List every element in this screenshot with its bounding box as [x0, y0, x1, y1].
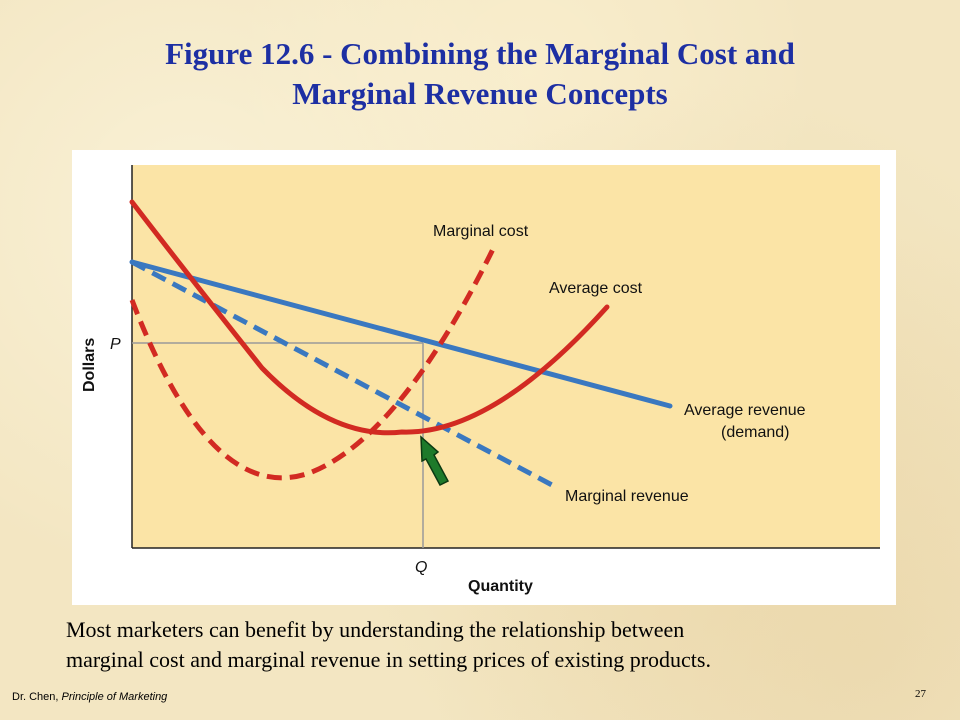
caption-line-2: marginal cost and marginal revenue in se…: [66, 647, 711, 672]
slide-title: Figure 12.6 - Combining the Marginal Cos…: [0, 34, 960, 114]
figure-panel: Marginal cost Average cost Average reven…: [72, 150, 896, 605]
up-left-arrow-icon: [420, 435, 450, 486]
footer-credit: Dr. Chen, Principle of Marketing: [12, 691, 167, 703]
footer-author: Dr. Chen,: [12, 691, 62, 703]
average-revenue-label-line-1: Average revenue: [684, 402, 806, 419]
y-axis-title: Dollars: [81, 338, 98, 392]
x-axis-title: Quantity: [468, 578, 533, 595]
average-revenue-label-line-2: (demand): [721, 424, 789, 441]
average-revenue-curve: [129, 259, 673, 409]
slide-title-line-2: Marginal Revenue Concepts: [292, 76, 668, 111]
price-marker-label: P: [110, 336, 121, 353]
marginal-revenue-label: Marginal revenue: [565, 488, 689, 505]
average-cost-label: Average cost: [549, 280, 643, 297]
page-number: 27: [915, 688, 926, 700]
slide-title-line-1: Figure 12.6 - Combining the Marginal Cos…: [165, 36, 795, 71]
marginal-cost-label: Marginal cost: [433, 223, 529, 240]
marginal-cost-curve: [129, 243, 498, 481]
marginal-revenue-curve: [130, 259, 554, 488]
average-cost-curve: [129, 199, 610, 436]
slide-caption: Most marketers can benefit by understand…: [66, 615, 946, 675]
plot-area: [132, 165, 880, 548]
cost-revenue-diagram: Marginal cost Average cost Average reven…: [81, 165, 880, 595]
quantity-marker-label: Q: [415, 559, 427, 576]
caption-line-1: Most marketers can benefit by understand…: [66, 617, 685, 642]
footer-book-title: Principle of Marketing: [61, 691, 168, 703]
